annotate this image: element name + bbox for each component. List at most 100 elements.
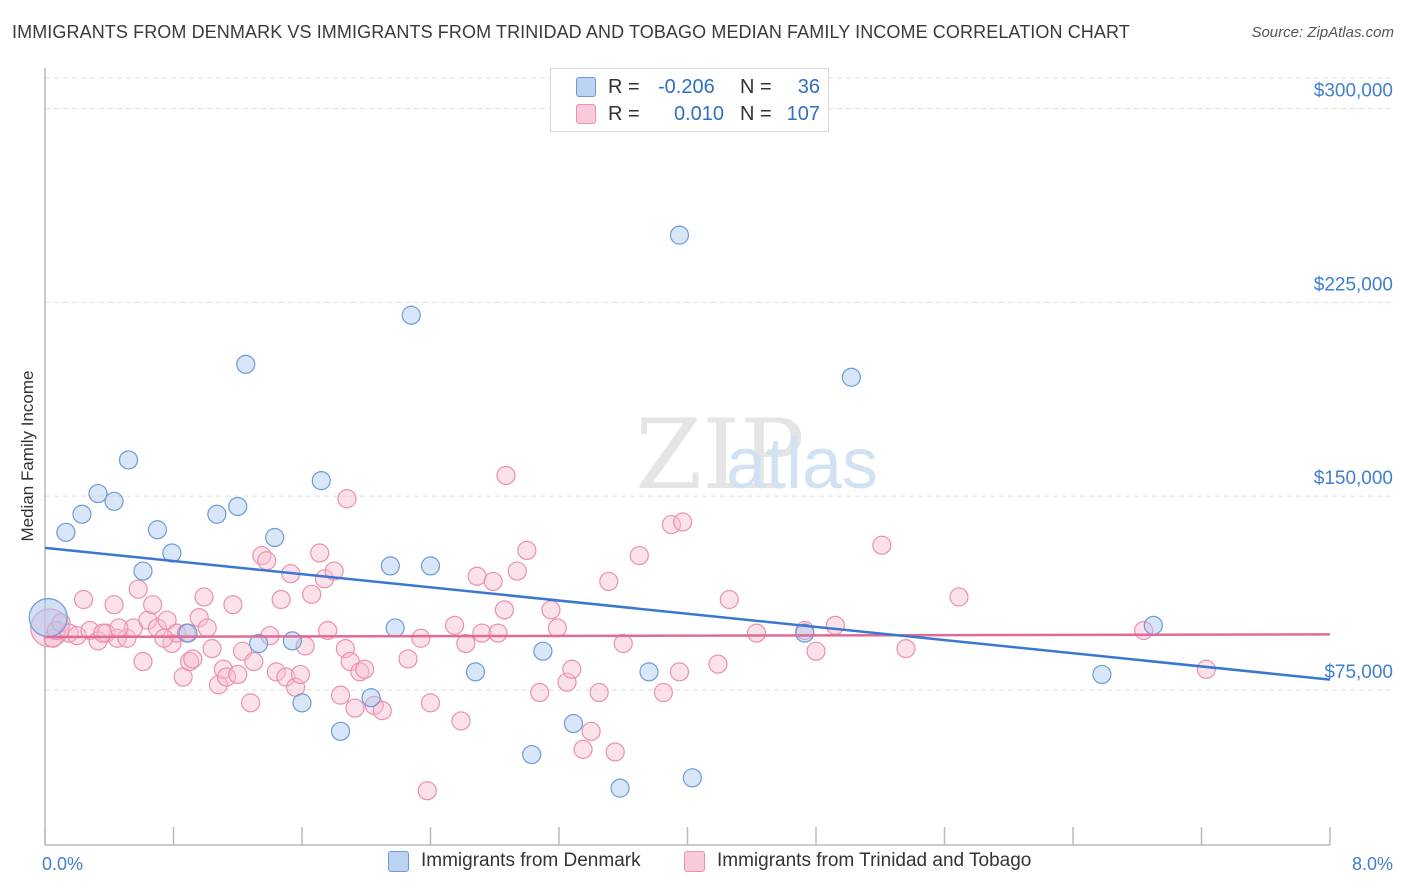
trinidad-point-71: [494, 600, 514, 620]
trinidad-point-14: [128, 579, 148, 599]
denmark-point-24: [465, 662, 486, 682]
denmark-legend-label: Immigrants from Denmark: [421, 850, 641, 871]
trinidad-point-64: [444, 615, 465, 635]
trinidad-point-41: [271, 589, 291, 610]
denmark-points: [28, 225, 1163, 798]
watermark-zip: ZIP: [635, 399, 804, 511]
trinidad-point-80: [581, 721, 601, 741]
trinidad-point-76: [547, 618, 567, 638]
trinidad-n-value: 107: [786, 102, 820, 125]
trinidad-point-70: [488, 623, 508, 643]
denmark-point-27: [563, 713, 584, 734]
trinidad-point-96: [872, 535, 892, 555]
trinidad-point-102: [337, 489, 357, 509]
denmark-point-4: [104, 491, 124, 511]
trinidad-point-52: [330, 685, 351, 705]
trinidad-point-84: [613, 633, 633, 654]
trinidad-point-34: [228, 664, 248, 685]
trinidad-point-83: [605, 742, 625, 762]
trinidad-point-49: [314, 569, 335, 589]
trinidad-r-label: R =: [608, 102, 640, 125]
denmark-legend-swatch: [388, 850, 409, 872]
trinidad-trend-line: [44, 633, 1331, 639]
trinidad-point-67: [467, 566, 487, 586]
denmark-point-12: [236, 354, 256, 374]
trinidad-point-37: [244, 651, 264, 672]
trinidad-point-55: [345, 698, 365, 718]
denmark-point-3: [88, 483, 108, 504]
trinidad-point-42: [276, 667, 296, 687]
y-tick-label-3: $300,000: [1314, 81, 1393, 102]
trinidad-n-label: N =: [740, 102, 772, 125]
denmark-point-23: [420, 556, 441, 576]
trinidad-point-74: [530, 682, 550, 703]
trinidad-point-101: [496, 465, 516, 486]
trinidad-point-36: [241, 693, 261, 713]
denmark-point-2: [72, 504, 92, 524]
denmark-point-15: [282, 631, 302, 651]
trinidad-point-57: [355, 659, 375, 679]
legend-row-trinidad: R = 0.010 N = 107: [551, 101, 820, 127]
trinidad-point-61: [411, 628, 431, 648]
trinidad-swatch: [576, 104, 596, 124]
denmark-r-label: R =: [608, 75, 640, 98]
denmark-point-6: [133, 561, 153, 581]
denmark-point-22: [401, 305, 421, 325]
trinidad-point-95: [825, 615, 845, 635]
trinidad-point-33: [223, 595, 243, 615]
denmark-point-30: [669, 225, 690, 245]
denmark-point-9: [178, 623, 198, 643]
trinidad-point-87: [661, 514, 682, 535]
trinidad-point-17: [143, 595, 163, 615]
trinidad-point-30: [208, 675, 229, 695]
denmark-point-10: [207, 504, 227, 524]
trinidad-point-97: [896, 639, 916, 659]
denmark-point-32: [795, 623, 815, 643]
trinidad-point-81: [589, 682, 609, 703]
denmark-r-value: -0.206: [658, 75, 715, 98]
trinidad-point-62: [417, 781, 437, 801]
trinidad-point-104: [109, 618, 129, 638]
trinidad-point-92: [746, 623, 767, 643]
trinidad-point-60: [398, 649, 418, 669]
trinidad-point-72: [507, 561, 527, 581]
y-tick-label-2: $225,000: [1314, 274, 1393, 295]
trinidad-point-29: [202, 639, 222, 659]
bottom-legend-trinidad: Immigrants from Trinidad and Tobago: [684, 850, 1031, 872]
trinidad-point-89: [669, 662, 690, 682]
trinidad-point-15: [133, 651, 153, 672]
denmark-point-11: [228, 496, 248, 517]
denmark-point-28: [610, 778, 630, 798]
trend-lines: [44, 546, 1331, 681]
trinidad-point-90: [708, 654, 728, 674]
trinidad-point-103: [93, 623, 113, 643]
denmark-point-0: [28, 597, 68, 638]
denmark-n-label: N =: [740, 75, 772, 98]
trinidad-point-69: [483, 571, 503, 592]
trinidad-point-51: [324, 561, 344, 581]
trinidad-point-31: [213, 659, 233, 679]
trinidad-point-12: [117, 628, 137, 648]
denmark-point-25: [522, 744, 542, 765]
legend-row-denmark: R = -0.206 N = 36: [551, 74, 820, 100]
denmark-point-35: [1143, 615, 1163, 635]
trinidad-point-65: [451, 711, 471, 731]
trinidad-point-10: [104, 595, 124, 615]
trinidad-point-50: [318, 620, 338, 641]
denmark-point-14: [265, 527, 285, 548]
trinidad-point-73: [517, 540, 537, 561]
correlation-legend: R = -0.206 N = 36 R = 0.010 N = 107: [550, 68, 829, 132]
trinidad-point-105: [154, 628, 174, 648]
trinidad-point-28: [197, 618, 217, 638]
trinidad-point-27: [194, 587, 214, 607]
denmark-point-29: [639, 662, 659, 682]
trinidad-point-94: [806, 641, 826, 661]
denmark-point-19: [361, 688, 381, 708]
trinidad-point-25: [183, 649, 203, 669]
trinidad-point-68: [472, 623, 492, 643]
trinidad-point-6: [73, 589, 94, 610]
trinidad-r-value: 0.010: [673, 102, 724, 125]
y-tick-labels: $75,000 $150,000 $225,000 $300,000: [1314, 81, 1393, 683]
trinidad-point-86: [653, 682, 674, 703]
